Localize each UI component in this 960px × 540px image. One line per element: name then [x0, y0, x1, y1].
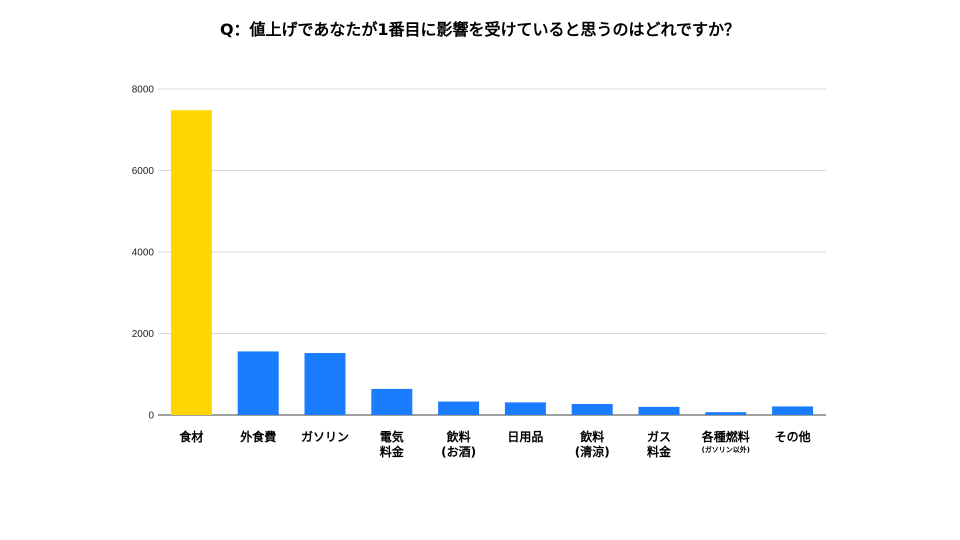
- x-tick-label: 外食費: [240, 429, 276, 444]
- y-tick-label: 4000: [132, 248, 155, 259]
- y-tick-label: 2000: [132, 329, 155, 340]
- bar: [304, 353, 346, 415]
- bar: [705, 412, 747, 415]
- bar: [571, 403, 613, 415]
- x-tick-label: 飲料: [446, 429, 471, 444]
- x-tick-label: 料金: [647, 444, 672, 459]
- bars: [170, 110, 814, 415]
- x-tick-label: (清涼): [575, 444, 610, 459]
- x-tick-label: 電気: [380, 429, 404, 444]
- bar: [371, 388, 413, 415]
- x-tick-label: 料金: [380, 444, 405, 459]
- bar: [170, 110, 212, 415]
- y-tick-label: 8000: [132, 85, 155, 96]
- x-tick-label: 日用品: [507, 430, 543, 444]
- x-tick-label: その他: [775, 429, 811, 444]
- x-tick-label: 食材: [178, 429, 203, 444]
- y-tick-label: 0: [148, 411, 154, 422]
- y-tick-label: 6000: [132, 166, 155, 177]
- bar: [438, 401, 480, 415]
- bar: [638, 406, 680, 415]
- bar: [504, 402, 546, 415]
- x-tick-label: 飲料: [579, 429, 604, 444]
- bar: [772, 406, 814, 415]
- y-axis-ticks: 0 2000 4000 6000 8000: [132, 85, 155, 422]
- x-tick-sublabel: (ガソリン以外): [702, 445, 750, 454]
- x-tick-label: ガソリン: [301, 429, 349, 444]
- chart-title: Q：値上げであなたが1番目に影響を受けていると思うのはどれですか？: [219, 20, 741, 39]
- bar: [237, 351, 279, 415]
- x-tick-label: ガス: [647, 429, 671, 444]
- x-tick-label: (お酒): [441, 445, 476, 459]
- x-tick-label: 各種燃料: [701, 429, 750, 444]
